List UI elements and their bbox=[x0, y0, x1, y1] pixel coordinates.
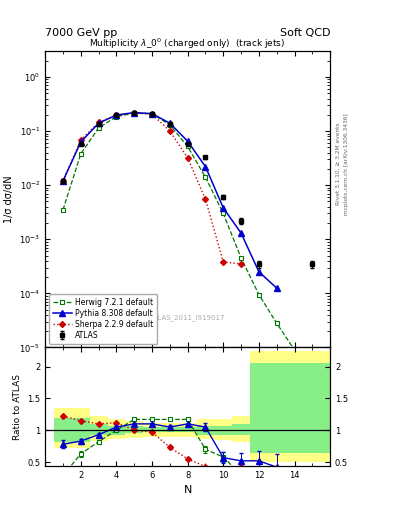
Sherpa 2.2.9 default bbox=[150, 111, 154, 117]
Pythia 8.308 default bbox=[79, 139, 83, 145]
Sherpa 2.2.9 default bbox=[167, 128, 172, 134]
Text: 7000 GeV pp: 7000 GeV pp bbox=[45, 28, 118, 38]
Herwig 7.2.1 default bbox=[79, 151, 83, 157]
Sherpa 2.2.9 default bbox=[185, 155, 190, 161]
Herwig 7.2.1 default bbox=[150, 111, 154, 117]
Sherpa 2.2.9 default bbox=[203, 196, 208, 202]
Herwig 7.2.1 default bbox=[167, 122, 172, 128]
Herwig 7.2.1 default bbox=[292, 347, 297, 353]
Pythia 8.308 default bbox=[132, 110, 137, 116]
Herwig 7.2.1 default bbox=[239, 255, 243, 261]
X-axis label: N: N bbox=[184, 485, 192, 495]
Line: Pythia 8.308 default: Pythia 8.308 default bbox=[61, 110, 279, 291]
Text: ATLAS_2011_I919017: ATLAS_2011_I919017 bbox=[150, 314, 226, 321]
Text: Rivet 3.1.10, ≥ 3.2M events: Rivet 3.1.10, ≥ 3.2M events bbox=[336, 122, 341, 205]
Herwig 7.2.1 default bbox=[257, 291, 261, 297]
Pythia 8.308 default bbox=[167, 120, 172, 126]
Y-axis label: Ratio to ATLAS: Ratio to ATLAS bbox=[13, 374, 22, 440]
Title: Multiplicity $\lambda\_0^0$ (charged only)  (track jets): Multiplicity $\lambda\_0^0$ (charged onl… bbox=[90, 37, 286, 51]
Sherpa 2.2.9 default bbox=[96, 119, 101, 125]
Sherpa 2.2.9 default bbox=[221, 259, 226, 265]
Herwig 7.2.1 default bbox=[96, 125, 101, 131]
Pythia 8.308 default bbox=[257, 269, 261, 275]
Sherpa 2.2.9 default bbox=[79, 137, 83, 143]
Pythia 8.308 default bbox=[114, 112, 119, 118]
Herwig 7.2.1 default bbox=[274, 320, 279, 326]
Pythia 8.308 default bbox=[96, 120, 101, 126]
Herwig 7.2.1 default bbox=[61, 207, 65, 213]
Y-axis label: 1/σ dσ/dN: 1/σ dσ/dN bbox=[4, 176, 14, 223]
Herwig 7.2.1 default bbox=[221, 210, 226, 217]
Herwig 7.2.1 default bbox=[185, 143, 190, 150]
Line: Sherpa 2.2.9 default: Sherpa 2.2.9 default bbox=[61, 111, 243, 266]
Pythia 8.308 default bbox=[203, 163, 208, 169]
Pythia 8.308 default bbox=[239, 230, 243, 236]
Pythia 8.308 default bbox=[221, 205, 226, 211]
Text: mcplots.cern.ch [arXiv:1306.3436]: mcplots.cern.ch [arXiv:1306.3436] bbox=[344, 113, 349, 215]
Herwig 7.2.1 default bbox=[310, 369, 315, 375]
Pythia 8.308 default bbox=[61, 178, 65, 184]
Pythia 8.308 default bbox=[150, 111, 154, 117]
Herwig 7.2.1 default bbox=[132, 110, 137, 116]
Text: Soft QCD: Soft QCD bbox=[280, 28, 330, 38]
Legend: Herwig 7.2.1 default, Pythia 8.308 default, Sherpa 2.2.9 default, ATLAS: Herwig 7.2.1 default, Pythia 8.308 defau… bbox=[49, 294, 157, 344]
Line: Herwig 7.2.1 default: Herwig 7.2.1 default bbox=[61, 111, 315, 374]
Sherpa 2.2.9 default bbox=[132, 110, 137, 116]
Herwig 7.2.1 default bbox=[203, 174, 208, 180]
Sherpa 2.2.9 default bbox=[239, 261, 243, 267]
Sherpa 2.2.9 default bbox=[61, 178, 65, 184]
Sherpa 2.2.9 default bbox=[114, 112, 119, 118]
Pythia 8.308 default bbox=[185, 138, 190, 144]
Herwig 7.2.1 default bbox=[114, 114, 119, 120]
Pythia 8.308 default bbox=[274, 285, 279, 291]
